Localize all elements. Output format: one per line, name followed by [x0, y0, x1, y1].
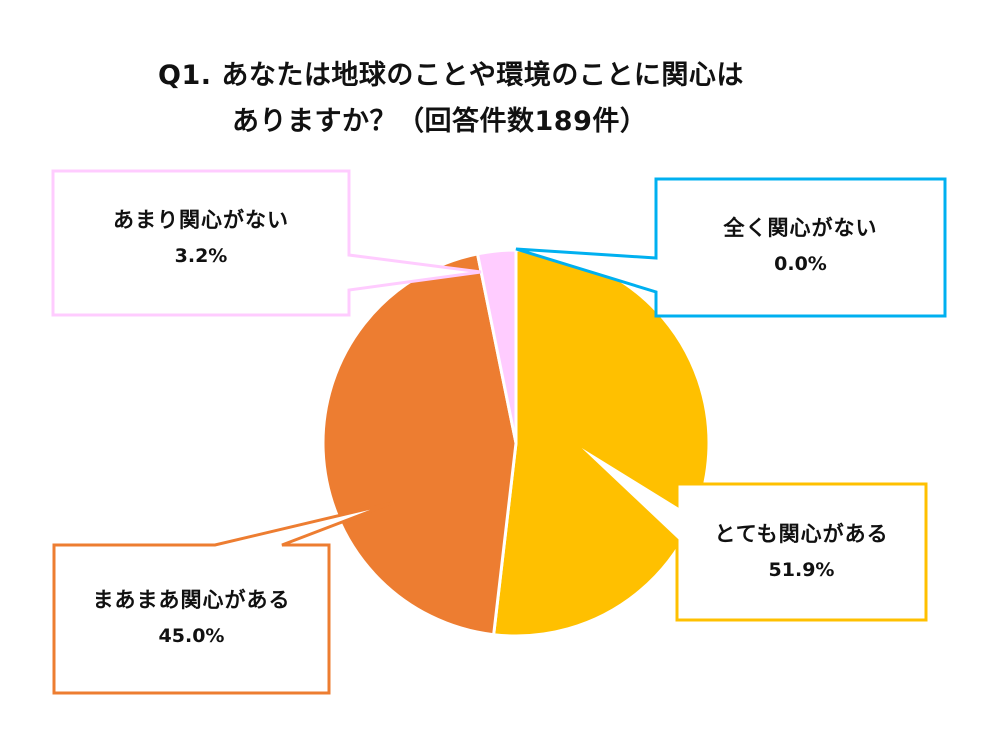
callout-no-interest: 全く関心がない 0.0%	[656, 213, 945, 279]
callout-box-very-interested	[568, 437, 928, 622]
slice-somewhat-interested	[321, 252, 518, 637]
callout-little-interest: あまり関心がない 3.2%	[53, 205, 349, 271]
pie-slices	[321, 248, 711, 638]
callout-label: まあまあ関心がある	[92, 588, 291, 612]
chart-title-line-1: Q1. あなたは地球のことや環境のことに関心は	[158, 60, 744, 91]
callout-value: 51.9%	[768, 559, 835, 581]
callout-very-interested: とても関心がある 51.9%	[677, 519, 926, 585]
chart-title-line-2: ありますか？（回答件数189件）	[232, 106, 648, 137]
callout-label: とても関心がある	[714, 522, 889, 546]
callout-label: あまり関心がない	[113, 208, 289, 232]
callout-value: 45.0%	[158, 625, 225, 647]
callout-label: 全く関心がない	[723, 216, 878, 240]
callout-value: 3.2%	[174, 245, 228, 267]
callout-somewhat-interested: まあまあ関心がある 45.0%	[54, 585, 329, 651]
callout-box-little-interest	[51, 169, 482, 317]
callout-value: 0.0%	[774, 253, 827, 275]
callout-box-somewhat-interested	[52, 501, 393, 695]
callout-box-no-interest	[515, 177, 947, 318]
